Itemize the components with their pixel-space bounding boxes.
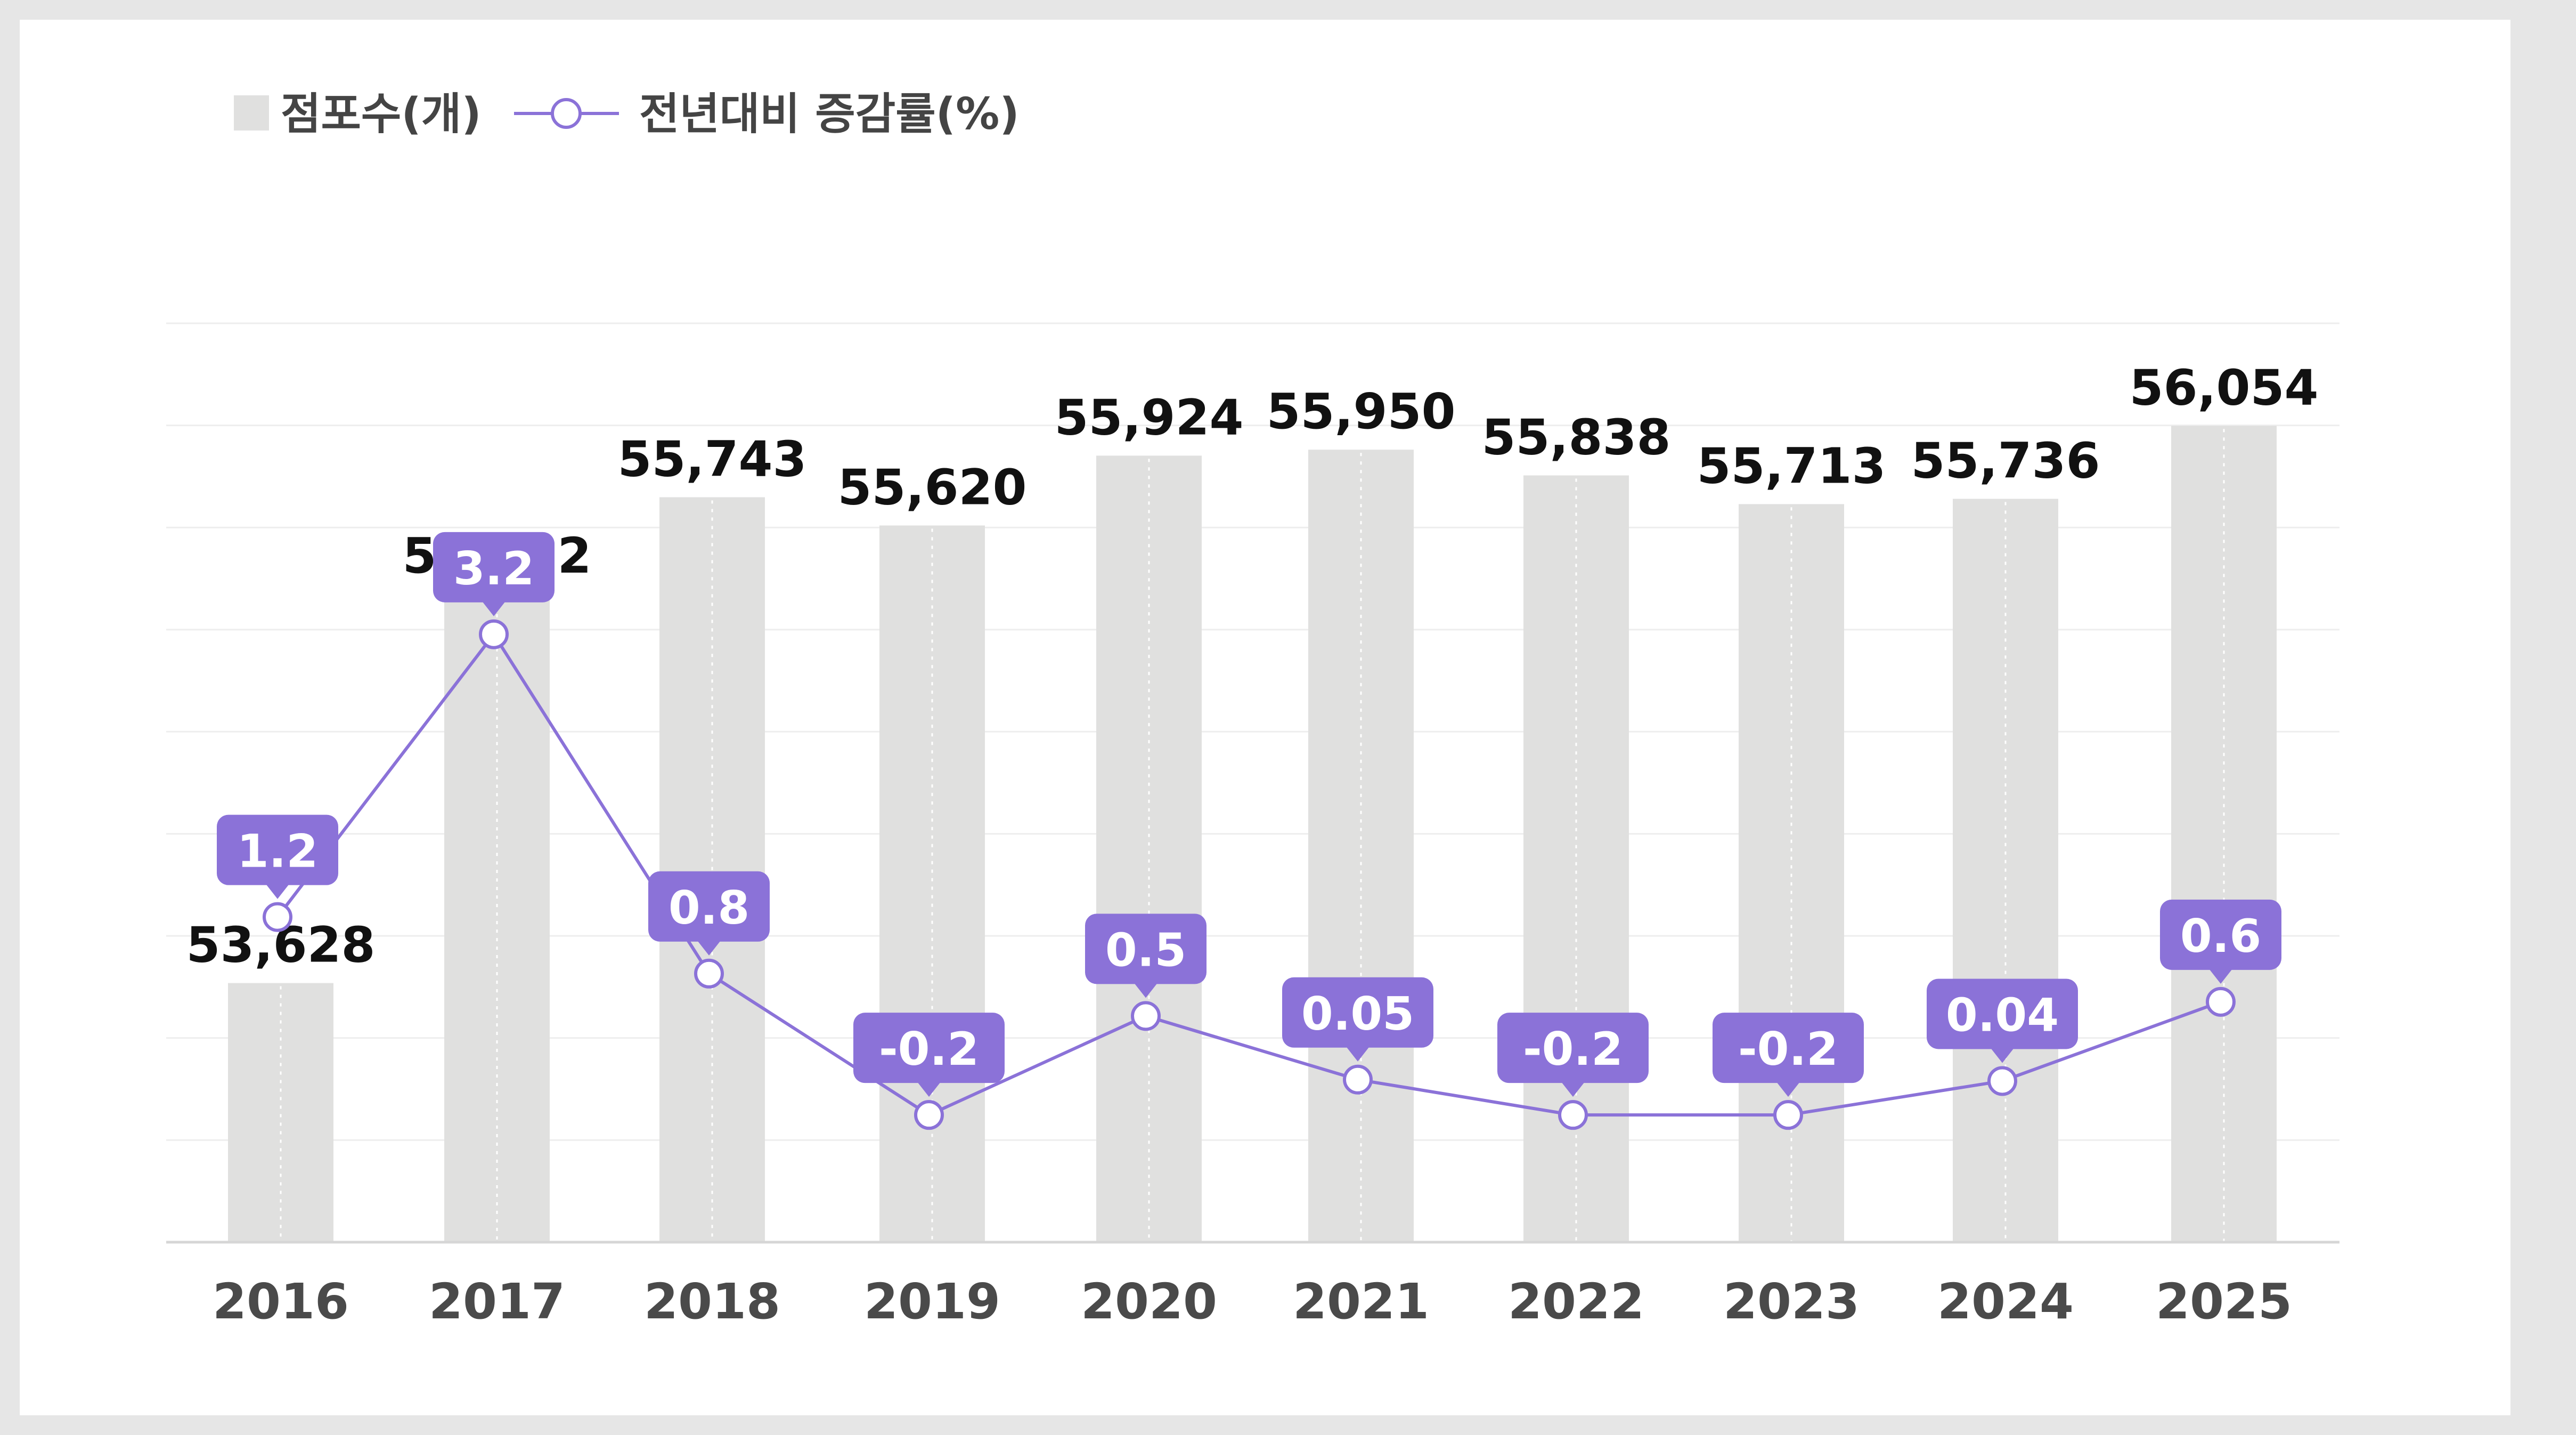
rate-label: 1.2 [217, 814, 338, 899]
bar-value-label: 56,054 [2129, 359, 2318, 416]
x-tick-label: 2020 [1081, 1273, 1217, 1330]
bar-2016 [228, 983, 333, 1242]
bar-value-label: 55,924 [1054, 389, 1243, 446]
x-tick-label: 2018 [644, 1273, 780, 1330]
rate-label: 0.6 [2160, 899, 2281, 984]
rate-point [1558, 1100, 1588, 1130]
legend-bar-swatch [234, 95, 269, 131]
rate-label: 0.5 [1085, 914, 1207, 998]
x-tick-label: 2023 [1723, 1273, 1860, 1330]
rate-point [1343, 1064, 1373, 1095]
bar-value-label: 55,950 [1266, 383, 1455, 440]
x-axis: 2016 2017 2018 2019 2020 2021 2022 2023 2024 2025 [166, 1241, 2339, 1330]
rate-label: 0.05 [1282, 977, 1433, 1062]
bar-2025 [2171, 426, 2277, 1242]
rate-line [263, 619, 2236, 1130]
bar-value-label: 55,736 [1911, 432, 2100, 489]
legend-line-marker-icon [551, 98, 582, 129]
chart-card: 점포수(개) 전년대비 증감률(%) 53,62855,32255,74355,… [20, 20, 2510, 1415]
rate-label: -0.2 [853, 1013, 1005, 1097]
rate-point [1987, 1066, 2017, 1096]
rate-point [1131, 1001, 1161, 1031]
legend: 점포수(개) 전년대비 증감률(%) [234, 89, 1020, 140]
rate-point [479, 619, 509, 649]
rate-series-line [276, 632, 2222, 1117]
svg-text:0.05: 0.05 [1301, 988, 1414, 1041]
rate-point [694, 958, 724, 989]
bar-value-label: 55,743 [617, 430, 806, 487]
svg-text:0.5: 0.5 [1105, 924, 1186, 977]
bars [228, 426, 2277, 1242]
svg-text:0.6: 0.6 [2180, 910, 2261, 963]
rate-label: -0.2 [1713, 1013, 1864, 1097]
rate-point [1773, 1100, 1803, 1130]
rate-label: 0.04 [1927, 979, 2078, 1063]
x-tick-label: 2017 [429, 1273, 565, 1330]
rate-label: -0.2 [1497, 1013, 1649, 1097]
bar-value-label: 55,713 [1697, 437, 1886, 494]
legend-line-label: 전년대비 증감률(%) [639, 89, 1020, 140]
rate-point [263, 902, 292, 932]
rate-labels: 1.2 3.2 0.8 -0.2 0.5 0.05 -0.2 -0.2 0.04 0.6 [217, 532, 2281, 1097]
x-tick-label: 2024 [1937, 1273, 2074, 1330]
svg-text:-0.2: -0.2 [879, 1023, 979, 1076]
x-tick-label: 2022 [1508, 1273, 1644, 1330]
rate-point [2206, 986, 2236, 1017]
combo-chart: 점포수(개) 전년대비 증감률(%) 53,62855,32255,74355,… [166, 89, 2339, 1330]
x-tick-label: 2019 [864, 1273, 1000, 1330]
x-tick-label: 2025 [2156, 1273, 2292, 1330]
x-tick-label: 2016 [213, 1273, 349, 1330]
svg-text:-0.2: -0.2 [1738, 1023, 1838, 1076]
x-tick-label: 2021 [1293, 1273, 1429, 1330]
svg-text:-0.2: -0.2 [1523, 1023, 1623, 1076]
svg-text:3.2: 3.2 [453, 542, 534, 596]
rate-label: 0.8 [648, 871, 770, 956]
legend-bars-label: 점포수(개) [281, 89, 482, 140]
bar-value-label: 55,838 [1481, 409, 1670, 466]
svg-text:0.04: 0.04 [1946, 989, 2059, 1042]
svg-text:1.2: 1.2 [237, 825, 318, 878]
svg-text:0.8: 0.8 [669, 882, 749, 935]
rate-point [914, 1100, 944, 1130]
bar-value-label: 55,620 [837, 459, 1026, 516]
rate-label: 3.2 [433, 532, 555, 616]
